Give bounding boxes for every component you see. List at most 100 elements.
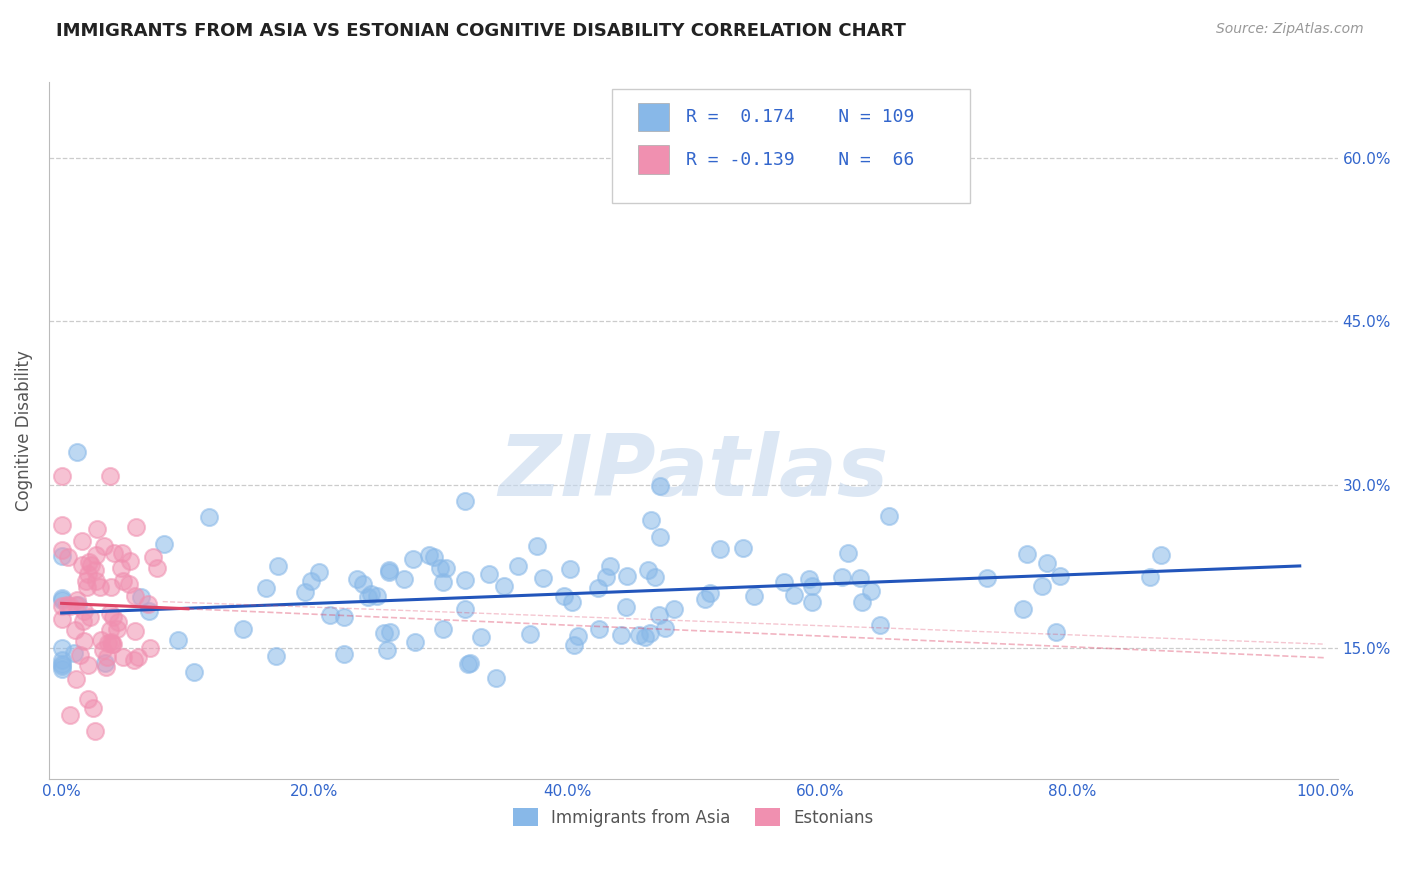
Estonians <box>98 606 121 620</box>
Estonians <box>75 574 97 589</box>
Estonians <box>82 701 104 715</box>
Immigrants from Asia <box>614 600 637 615</box>
Immigrants from Asia <box>869 618 891 632</box>
Estonians <box>89 633 111 648</box>
Immigrants from Asia <box>357 590 380 604</box>
Immigrants from Asia <box>378 565 401 579</box>
Estonians <box>100 580 122 594</box>
Immigrants from Asia <box>333 647 356 661</box>
Estonians <box>79 558 101 573</box>
Estonians <box>111 649 134 664</box>
Text: Source: ZipAtlas.com: Source: ZipAtlas.com <box>1216 22 1364 37</box>
Immigrants from Asia <box>1139 569 1161 583</box>
Immigrants from Asia <box>333 609 356 624</box>
Immigrants from Asia <box>877 508 900 523</box>
Immigrants from Asia <box>595 569 617 583</box>
Estonians <box>51 612 73 626</box>
Estonians <box>125 519 148 533</box>
Immigrants from Asia <box>1150 548 1173 562</box>
Estonians <box>65 672 87 686</box>
Estonians <box>103 546 125 560</box>
Immigrants from Asia <box>526 539 548 553</box>
Immigrants from Asia <box>66 599 89 613</box>
Immigrants from Asia <box>851 595 873 609</box>
Immigrants from Asia <box>198 510 221 524</box>
Immigrants from Asia <box>377 643 399 657</box>
Estonians <box>110 561 132 575</box>
Immigrants from Asia <box>837 546 859 560</box>
Immigrants from Asia <box>553 589 575 603</box>
Estonians <box>69 648 91 662</box>
Immigrants from Asia <box>485 672 508 686</box>
Immigrants from Asia <box>373 626 395 640</box>
Immigrants from Asia <box>294 585 316 599</box>
Immigrants from Asia <box>51 659 73 673</box>
Text: ZIPatlas: ZIPatlas <box>498 431 889 514</box>
Immigrants from Asia <box>640 512 662 526</box>
Estonians <box>51 517 73 532</box>
Immigrants from Asia <box>1012 602 1035 616</box>
Immigrants from Asia <box>567 629 589 643</box>
Immigrants from Asia <box>66 445 89 459</box>
Estonians <box>93 540 115 554</box>
Estonians <box>107 615 129 630</box>
Immigrants from Asia <box>638 625 661 640</box>
Immigrants from Asia <box>432 622 454 636</box>
Immigrants from Asia <box>1031 579 1053 593</box>
Immigrants from Asia <box>519 627 541 641</box>
Estonians <box>124 653 146 667</box>
Estonians <box>79 610 101 624</box>
Estonians <box>101 637 124 651</box>
Estonians <box>72 634 94 648</box>
Estonians <box>51 542 73 557</box>
Immigrants from Asia <box>380 624 402 639</box>
Estonians <box>77 658 100 673</box>
Immigrants from Asia <box>699 586 721 600</box>
Immigrants from Asia <box>51 662 73 676</box>
Estonians <box>124 590 146 604</box>
Immigrants from Asia <box>432 575 454 590</box>
Immigrants from Asia <box>797 573 820 587</box>
Immigrants from Asia <box>167 633 190 648</box>
Estonians <box>111 546 134 560</box>
Immigrants from Asia <box>693 591 716 606</box>
Immigrants from Asia <box>492 579 515 593</box>
Immigrants from Asia <box>51 657 73 671</box>
Immigrants from Asia <box>562 638 585 652</box>
Estonians <box>86 522 108 536</box>
Immigrants from Asia <box>1036 556 1059 570</box>
Immigrants from Asia <box>610 627 633 641</box>
Immigrants from Asia <box>773 574 796 589</box>
Estonians <box>145 561 167 575</box>
Immigrants from Asia <box>731 541 754 555</box>
Estonians <box>138 598 160 612</box>
Immigrants from Asia <box>478 566 501 581</box>
Estonians <box>100 635 122 649</box>
Immigrants from Asia <box>360 587 382 601</box>
Immigrants from Asia <box>634 630 657 644</box>
Estonians <box>84 549 107 563</box>
Estonians <box>70 533 93 548</box>
Immigrants from Asia <box>392 572 415 586</box>
Immigrants from Asia <box>319 607 342 622</box>
Estonians <box>76 581 98 595</box>
Estonians <box>73 603 96 617</box>
Immigrants from Asia <box>402 552 425 566</box>
Immigrants from Asia <box>709 541 731 556</box>
Estonians <box>127 649 149 664</box>
Estonians <box>51 599 73 613</box>
Estonians <box>97 636 120 650</box>
Estonians <box>59 708 82 723</box>
Estonians <box>72 614 94 628</box>
Text: R = -0.139    N =  66: R = -0.139 N = 66 <box>686 151 914 169</box>
Immigrants from Asia <box>1045 624 1067 639</box>
Immigrants from Asia <box>650 530 672 544</box>
Immigrants from Asia <box>299 574 322 589</box>
Immigrants from Asia <box>458 656 481 670</box>
Immigrants from Asia <box>264 648 287 663</box>
Estonians <box>120 554 142 568</box>
Immigrants from Asia <box>654 622 676 636</box>
Estonians <box>89 580 111 594</box>
Estonians <box>94 659 117 673</box>
Immigrants from Asia <box>429 561 451 575</box>
